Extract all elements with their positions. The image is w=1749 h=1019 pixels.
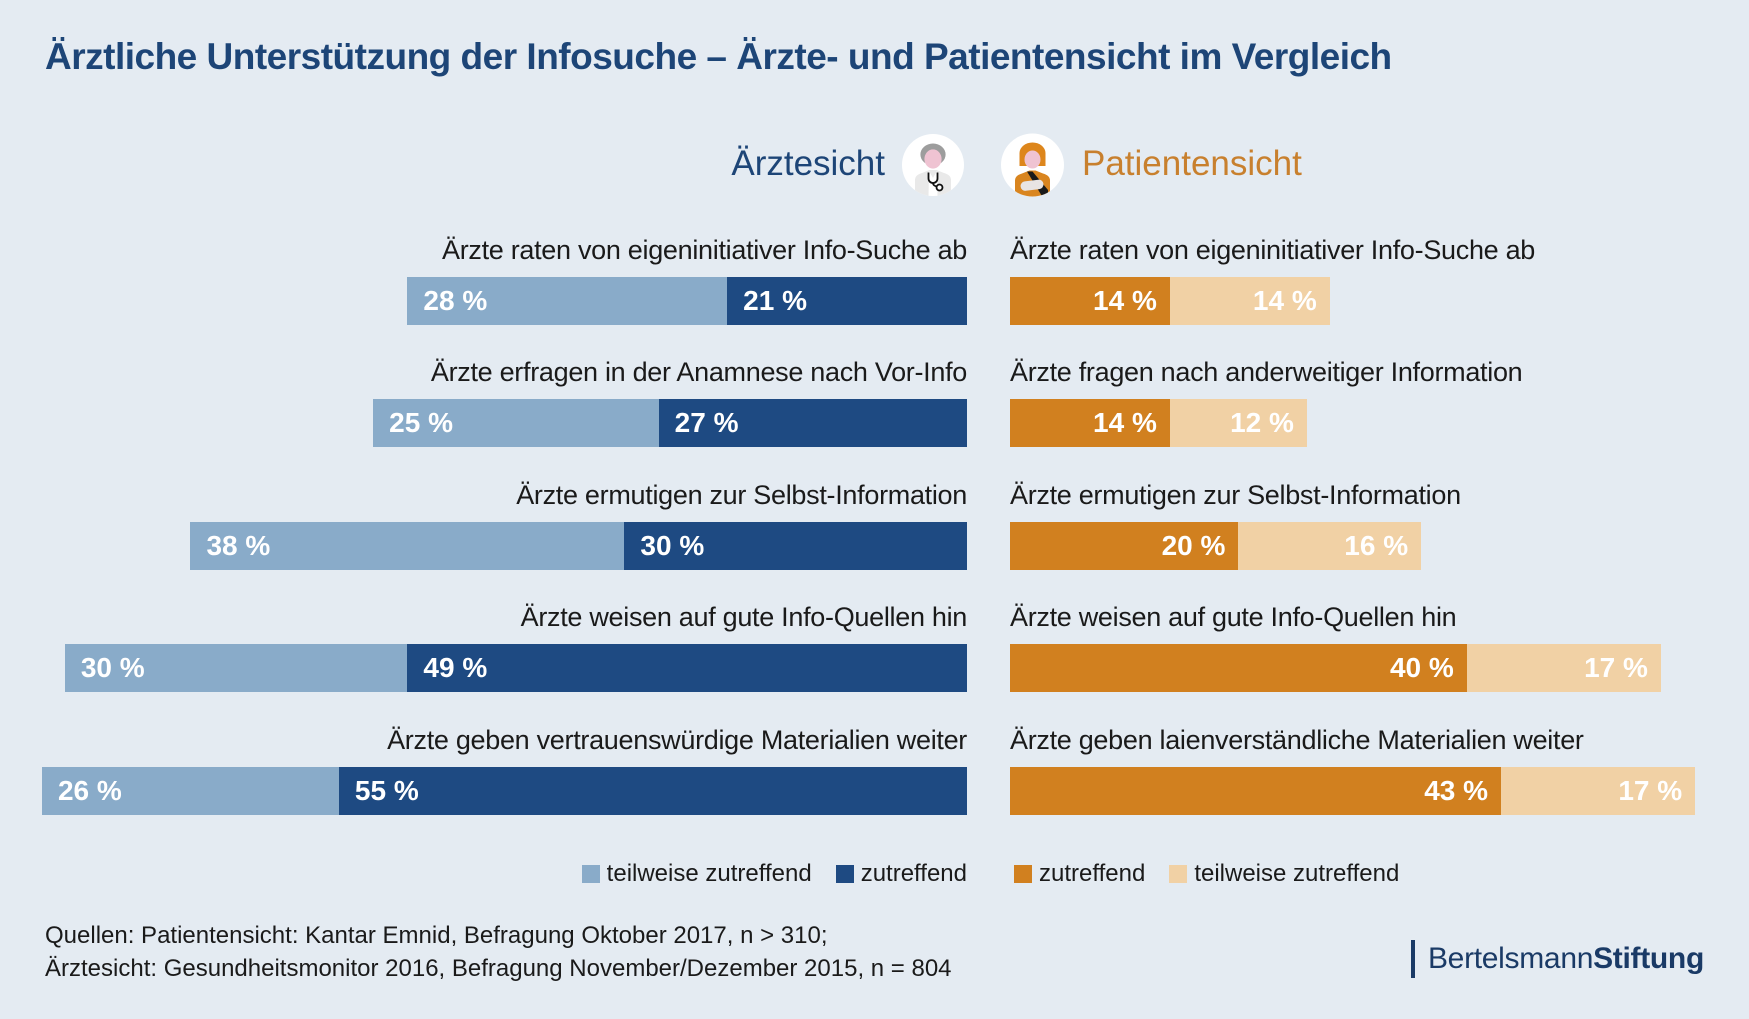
legend-label: teilweise zutreffend bbox=[606, 860, 812, 887]
logo-bar-icon bbox=[1410, 940, 1415, 978]
bar-segment-zutreffend: 14 % bbox=[1010, 399, 1170, 447]
bar-segment-zutreffend: 40 % bbox=[1010, 644, 1467, 692]
bar-label: Ärzte geben vertrauenswürdige Materialie… bbox=[387, 725, 967, 755]
bar-segment-teilweise-zutreffend: 38 % bbox=[190, 522, 625, 570]
legend-swatch-dark-orange-icon bbox=[1014, 865, 1032, 883]
legend-item: zutreffend bbox=[835, 860, 967, 888]
bar-value: 14 % bbox=[1093, 285, 1157, 316]
bar-label: Ärzte erfragen in der Anamnese nach Vor-… bbox=[430, 357, 967, 387]
bar-value: 17 % bbox=[1618, 775, 1683, 806]
bar-segment-teilweise-zutreffend: 17 % bbox=[1466, 644, 1661, 692]
bar-value: 55 % bbox=[354, 775, 419, 806]
bar-value: 17 % bbox=[1584, 652, 1648, 683]
bar-label: Ärzte weisen auf gute Info-Quellen hin bbox=[520, 602, 968, 632]
logo-text: BertelsmannStiftung bbox=[1428, 942, 1704, 976]
bar-value: 30 % bbox=[80, 652, 145, 683]
bar-segment-zutreffend: 43 % bbox=[1010, 767, 1502, 815]
logo-part-bertelsmann: Bertelsmann bbox=[1427, 942, 1594, 975]
bar-segment-teilweise-zutreffend: 14 % bbox=[1169, 277, 1330, 325]
bar-segment-zutreffend: 27 % bbox=[658, 399, 967, 447]
bar-segment-zutreffend: 20 % bbox=[1010, 522, 1239, 570]
header-patientensicht-label: Patientensicht bbox=[1082, 144, 1302, 183]
bar-label: Ärzte ermutigen zur Selbst-Information bbox=[1010, 480, 1461, 510]
bar-row: 26 % 55 % bbox=[41, 767, 967, 815]
bar-value: 20 % bbox=[1161, 530, 1226, 561]
bar-value: 21 % bbox=[743, 285, 807, 316]
bar-value: 38 % bbox=[206, 530, 271, 561]
legend-item: teilweise zutreffend bbox=[1169, 860, 1399, 888]
legend-aerztesicht: teilweise zutreffend zutreffend bbox=[581, 858, 967, 890]
bar-segment-teilweise-zutreffend: 25 % bbox=[373, 399, 659, 447]
bar-row: 28 % 21 % bbox=[407, 277, 967, 325]
legend-label: teilweise zutreffend bbox=[1194, 860, 1400, 887]
sources-text: Quellen: Patientensicht: Kantar Emnid, B… bbox=[45, 919, 952, 985]
legend-label: zutreffend bbox=[860, 860, 967, 887]
bar-row: 43 % 17 % bbox=[1010, 767, 1696, 815]
legend-swatch-light-orange-icon bbox=[1169, 865, 1188, 883]
legend-item: teilweise zutreffend bbox=[581, 860, 812, 888]
legend-swatch-dark-blue-icon bbox=[835, 865, 854, 883]
sources-line-2: Ärztesicht: Gesundheitsmonitor 2016, Bef… bbox=[45, 955, 952, 982]
bar-value: 27 % bbox=[674, 407, 739, 438]
bar-segment-zutreffend: 55 % bbox=[338, 767, 967, 815]
bar-row: 30 % 49 % bbox=[64, 644, 967, 692]
bar-row: 25 % 27 % bbox=[373, 399, 967, 447]
bertelsmann-stiftung-logo: BertelsmannStiftung bbox=[1410, 938, 1704, 980]
bar-value: 14 % bbox=[1093, 407, 1157, 438]
legend-label: zutreffend bbox=[1039, 860, 1146, 887]
bar-label: Ärzte raten von eigeninitiativer Info-Su… bbox=[1010, 235, 1536, 265]
bar-value: 12 % bbox=[1230, 407, 1294, 438]
bar-value: 49 % bbox=[423, 652, 488, 683]
bar-label: Ärzte geben laienverständliche Materiali… bbox=[1010, 725, 1584, 755]
bar-row: 40 % 17 % bbox=[1010, 644, 1661, 692]
bar-label: Ärzte raten von eigeninitiativer Info-Su… bbox=[441, 235, 967, 265]
bar-value: 16 % bbox=[1344, 530, 1409, 561]
bar-row: 14 % 12 % bbox=[1010, 399, 1307, 447]
bar-row: 14 % 14 % bbox=[1010, 277, 1330, 325]
bar-segment-teilweise-zutreffend: 12 % bbox=[1169, 399, 1307, 447]
legend-item: zutreffend bbox=[1014, 860, 1145, 888]
page-title: Ärztliche Unterstützung der Infosuche – … bbox=[45, 36, 1392, 77]
bar-value: 43 % bbox=[1424, 775, 1489, 806]
doctor-avatar-icon bbox=[902, 133, 964, 202]
bar-value: 28 % bbox=[423, 285, 488, 316]
legend-patientensicht: zutreffend teilweise zutreffend bbox=[1014, 858, 1399, 890]
patient-avatar-icon bbox=[1001, 133, 1064, 202]
bar-segment-zutreffend: 30 % bbox=[624, 522, 967, 570]
bar-value: 40 % bbox=[1389, 652, 1454, 683]
bar-value: 30 % bbox=[640, 530, 705, 561]
bar-segment-zutreffend: 21 % bbox=[727, 277, 967, 325]
bar-value: 25 % bbox=[389, 407, 453, 438]
bar-segment-teilweise-zutreffend: 30 % bbox=[64, 644, 408, 692]
legend-swatch-light-blue-icon bbox=[581, 865, 600, 883]
bar-value: 26 % bbox=[57, 775, 122, 806]
bar-segment-zutreffend: 14 % bbox=[1010, 277, 1170, 325]
bar-label: Ärzte weisen auf gute Info-Quellen hin bbox=[1010, 602, 1457, 632]
logo-part-stiftung: Stiftung bbox=[1593, 942, 1704, 975]
bar-segment-teilweise-zutreffend: 26 % bbox=[41, 767, 339, 815]
header-aerztesicht-label: Ärztesicht bbox=[731, 144, 885, 183]
bar-segment-teilweise-zutreffend: 28 % bbox=[407, 277, 728, 325]
bar-row: 38 % 30 % bbox=[190, 522, 967, 570]
sources-line-1: Quellen: Patientensicht: Kantar Emnid, B… bbox=[45, 922, 828, 949]
bar-segment-teilweise-zutreffend: 16 % bbox=[1238, 522, 1422, 570]
bar-row: 20 % 16 % bbox=[1010, 522, 1422, 570]
bar-value: 14 % bbox=[1252, 285, 1317, 316]
bar-segment-zutreffend: 49 % bbox=[407, 644, 967, 692]
bar-label: Ärzte fragen nach anderweitiger Informat… bbox=[1010, 357, 1523, 387]
bar-segment-teilweise-zutreffend: 17 % bbox=[1501, 767, 1696, 815]
bar-label: Ärzte ermutigen zur Selbst-Information bbox=[516, 480, 967, 510]
